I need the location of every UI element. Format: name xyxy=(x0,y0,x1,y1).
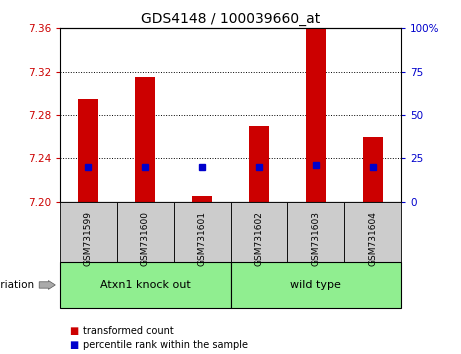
Text: GSM731602: GSM731602 xyxy=(254,211,263,266)
Bar xyxy=(78,99,98,202)
Text: transformed count: transformed count xyxy=(83,326,174,336)
Text: genotype/variation: genotype/variation xyxy=(0,280,35,290)
Text: GSM731599: GSM731599 xyxy=(84,211,93,266)
Bar xyxy=(306,28,326,202)
Title: GDS4148 / 100039660_at: GDS4148 / 100039660_at xyxy=(141,12,320,26)
Text: wild type: wild type xyxy=(290,280,341,290)
Bar xyxy=(249,126,269,202)
Text: GSM731601: GSM731601 xyxy=(198,211,207,266)
Text: ■: ■ xyxy=(69,340,78,350)
Text: GSM731600: GSM731600 xyxy=(141,211,150,266)
Bar xyxy=(135,77,155,202)
Text: GSM731603: GSM731603 xyxy=(311,211,320,266)
Text: GSM731604: GSM731604 xyxy=(368,211,377,266)
Bar xyxy=(192,196,212,202)
Text: percentile rank within the sample: percentile rank within the sample xyxy=(83,340,248,350)
Bar xyxy=(363,137,383,202)
Text: Atxn1 knock out: Atxn1 knock out xyxy=(100,280,190,290)
Text: ■: ■ xyxy=(69,326,78,336)
